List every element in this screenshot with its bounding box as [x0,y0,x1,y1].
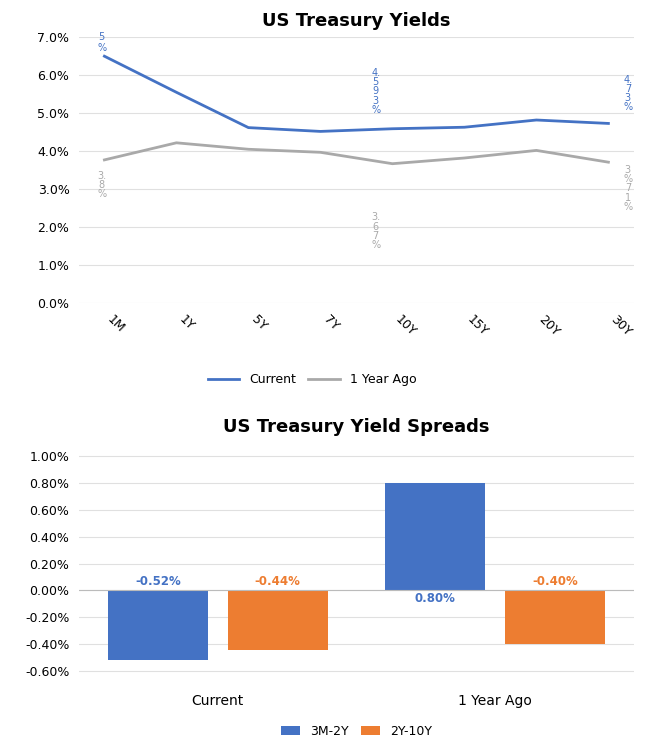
Title: US Treasury Yields: US Treasury Yields [262,12,451,30]
Bar [505,591,605,644]
Text: 4.
7
3
%: 4. 7 3 % [623,74,632,112]
Legend: 3M-2Y, 2Y-10Y: 3M-2Y, 2Y-10Y [276,719,437,743]
Text: 5
%: 5 % [97,32,106,54]
Current [244,124,252,132]
1 Year Ago [172,138,180,147]
Current [605,119,612,128]
Text: 0.80%: 0.80% [414,592,455,606]
Title: US Treasury Yield Spreads: US Treasury Yield Spreads [223,417,490,436]
1 Year Ago [461,153,469,162]
Legend: Current, 1 Year Ago: Current, 1 Year Ago [203,368,421,391]
Text: 3.
8
%: 3. 8 % [97,171,106,199]
1 Year Ago [389,159,397,168]
Text: -0.52%: -0.52% [135,575,181,589]
Line: 1 Year Ago: 1 Year Ago [104,143,609,164]
Text: -0.44%: -0.44% [255,575,300,589]
Current [533,115,541,124]
Text: 3
%
7
1
%: 3 % 7 1 % [623,165,632,212]
Bar [385,483,485,591]
Current [461,123,469,132]
Current [316,127,324,136]
1 Year Ago [316,148,324,157]
Bar [108,591,208,661]
Text: 3.
6
7
%: 3. 6 7 % [371,212,380,250]
1 Year Ago [533,146,541,155]
Current [389,124,397,133]
1 Year Ago [244,145,252,154]
Bar [228,591,327,650]
1 Year Ago [100,155,108,164]
1 Year Ago [605,158,612,167]
Text: 4.
5
9
3
%: 4. 5 9 3 % [371,68,380,115]
Text: -0.40%: -0.40% [532,575,578,589]
Line: Current: Current [104,57,609,132]
Current [100,52,108,61]
Current [172,88,180,97]
